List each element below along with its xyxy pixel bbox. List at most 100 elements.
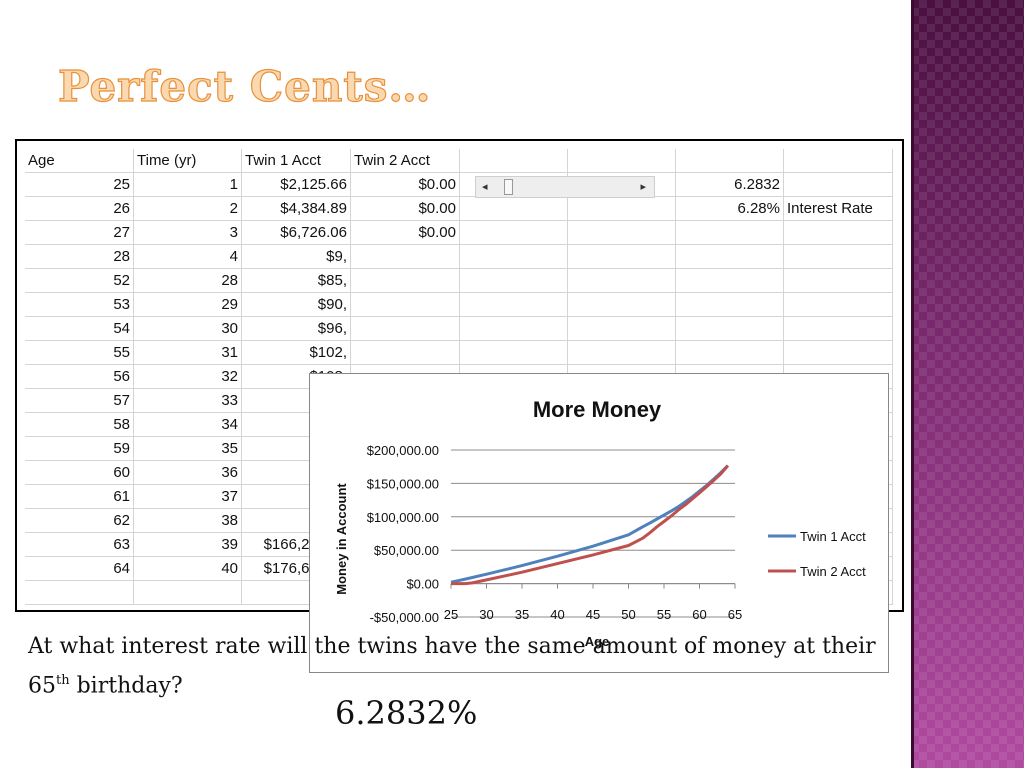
table-cell[interactable]: $2,125.66 (242, 173, 351, 197)
column-header[interactable]: Twin 2 Acct (351, 149, 460, 173)
table-cell[interactable]: $4,384.89 (242, 197, 351, 221)
cell[interactable] (568, 149, 676, 173)
table-cell[interactable]: 25 (25, 173, 134, 197)
table-cell[interactable]: 60 (25, 461, 134, 485)
table-cell[interactable]: 28 (134, 269, 242, 293)
table-cell[interactable] (351, 341, 460, 365)
table-cell[interactable]: $0.00 (351, 221, 460, 245)
cell[interactable] (676, 293, 784, 317)
table-cell[interactable]: 38 (134, 509, 242, 533)
y-axis-title: Money in Account (334, 483, 349, 595)
table-cell[interactable]: 39 (134, 533, 242, 557)
table-cell[interactable]: 40 (134, 557, 242, 581)
cell[interactable] (784, 269, 893, 293)
cell[interactable] (460, 293, 568, 317)
cell[interactable] (676, 269, 784, 293)
cell[interactable] (676, 221, 784, 245)
table-cell[interactable]: 54 (25, 317, 134, 341)
table-cell[interactable]: 37 (134, 485, 242, 509)
cell[interactable] (784, 293, 893, 317)
table-cell[interactable]: 29 (134, 293, 242, 317)
cell[interactable] (568, 317, 676, 341)
table-cell[interactable]: 59 (25, 437, 134, 461)
table-cell[interactable]: 32 (134, 365, 242, 389)
table-cell[interactable]: 57 (25, 389, 134, 413)
table-cell[interactable] (351, 245, 460, 269)
table-cell[interactable]: 56 (25, 365, 134, 389)
cell[interactable] (460, 317, 568, 341)
scroll-left-arrow-icon[interactable]: ◂ (482, 180, 488, 193)
cell[interactable] (134, 581, 242, 605)
table-cell[interactable]: $90, (242, 293, 351, 317)
scroll-right-arrow-icon[interactable]: ▸ (640, 180, 646, 193)
cell[interactable] (784, 221, 893, 245)
table-cell[interactable]: $0.00 (351, 197, 460, 221)
scroll-thumb[interactable] (504, 179, 513, 195)
cell[interactable] (460, 221, 568, 245)
cell[interactable] (784, 149, 893, 173)
table-cell[interactable]: 2 (134, 197, 242, 221)
table-cell[interactable]: 36 (134, 461, 242, 485)
y-tick-label: -$50,000.00 (370, 610, 439, 625)
table-cell[interactable]: 58 (25, 413, 134, 437)
column-header[interactable]: Age (25, 149, 134, 173)
table-cell[interactable]: 55 (25, 341, 134, 365)
table-cell[interactable]: 28 (25, 245, 134, 269)
table-cell[interactable]: 1 (134, 173, 242, 197)
chart-panel[interactable]: More Money -$50,000.00 $0.00 $50,000.00 $100… (309, 373, 889, 673)
table-cell[interactable]: 3 (134, 221, 242, 245)
cell[interactable] (568, 293, 676, 317)
table-cell[interactable]: 33 (134, 389, 242, 413)
legend-label: Twin 1 Acct (800, 529, 866, 544)
table-cell[interactable] (351, 317, 460, 341)
table-cell[interactable]: $6,726.06 (242, 221, 351, 245)
cell[interactable] (568, 269, 676, 293)
table-cell[interactable]: 61 (25, 485, 134, 509)
rate-percent-cell[interactable]: 6.28% (676, 197, 784, 221)
table-cell[interactable]: 4 (134, 245, 242, 269)
column-header[interactable]: Time (yr) (134, 149, 242, 173)
cell[interactable] (676, 317, 784, 341)
cell[interactable] (784, 317, 893, 341)
table-cell[interactable]: 64 (25, 557, 134, 581)
table-cell[interactable]: 27 (25, 221, 134, 245)
cell[interactable] (568, 245, 676, 269)
table-cell[interactable]: 63 (25, 533, 134, 557)
slide-title: Perfect Cents… (57, 61, 432, 111)
table-cell[interactable]: 31 (134, 341, 242, 365)
cell[interactable] (676, 341, 784, 365)
table-cell[interactable]: 62 (25, 509, 134, 533)
table-cell[interactable]: 30 (134, 317, 242, 341)
cell[interactable] (460, 245, 568, 269)
cell[interactable] (676, 245, 784, 269)
table-cell[interactable]: $85, (242, 269, 351, 293)
cell[interactable] (460, 149, 568, 173)
table-cell[interactable]: 26 (25, 197, 134, 221)
cell[interactable] (784, 245, 893, 269)
column-header[interactable]: Twin 1 Acct (242, 149, 351, 173)
cell[interactable] (568, 341, 676, 365)
table-cell[interactable]: $9, (242, 245, 351, 269)
rate-label-cell[interactable]: Interest Rate (784, 197, 893, 221)
interest-rate-scrollbar[interactable]: ◂ ▸ (475, 176, 655, 198)
table-row: 55 31 $102, (25, 341, 897, 365)
table-cell[interactable]: $0.00 (351, 173, 460, 197)
cell[interactable] (784, 173, 893, 197)
cell[interactable] (568, 197, 676, 221)
table-cell[interactable]: 34 (134, 413, 242, 437)
cell[interactable] (784, 341, 893, 365)
table-cell[interactable]: 52 (25, 269, 134, 293)
table-cell[interactable]: 53 (25, 293, 134, 317)
cell[interactable] (460, 197, 568, 221)
cell[interactable] (460, 341, 568, 365)
table-cell[interactable]: $102, (242, 341, 351, 365)
table-cell[interactable] (351, 269, 460, 293)
table-cell[interactable]: 35 (134, 437, 242, 461)
cell[interactable] (676, 149, 784, 173)
cell[interactable] (460, 269, 568, 293)
cell[interactable] (25, 581, 134, 605)
rate-value-cell[interactable]: 6.2832 (676, 173, 784, 197)
table-cell[interactable]: $96, (242, 317, 351, 341)
table-cell[interactable] (351, 293, 460, 317)
cell[interactable] (568, 221, 676, 245)
